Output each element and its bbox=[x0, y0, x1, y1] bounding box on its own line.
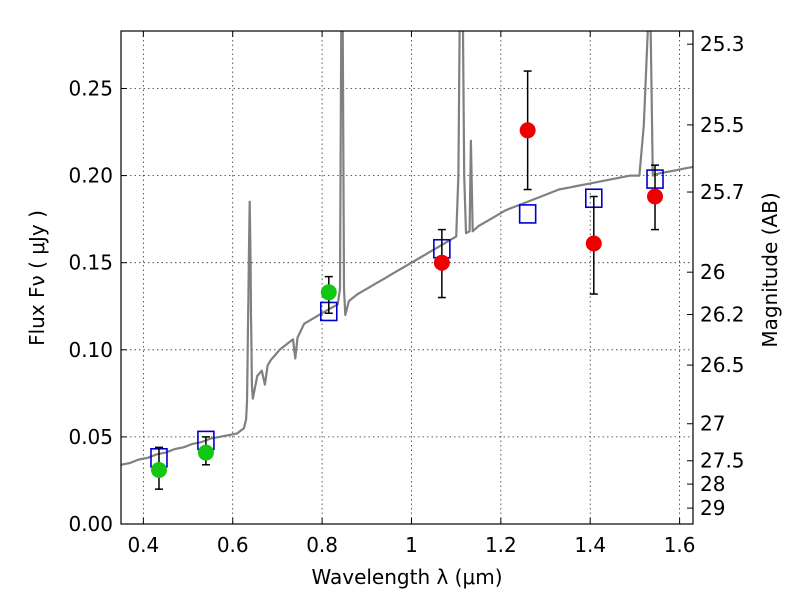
y-tick-label: 0.15 bbox=[68, 251, 113, 275]
ticks: 0.4 0.6 0.8 1 1.2 1.4 1.6 0.00 0.05 0.10 0.15 0.20 0… bbox=[68, 31, 745, 557]
x-tick-label: 1.2 bbox=[485, 533, 517, 557]
observed-flux-point bbox=[519, 122, 536, 139]
model-flux-square bbox=[518, 204, 537, 224]
model-spectrum-line bbox=[121, 31, 693, 466]
y-tick-label-right: 28 bbox=[700, 472, 725, 496]
x-tick-label: 0.6 bbox=[217, 533, 249, 557]
plot-area bbox=[121, 31, 693, 490]
y-tick-label-right: 26.2 bbox=[700, 303, 745, 327]
x-tick-label: 1.4 bbox=[574, 533, 606, 557]
observed-flux-point bbox=[647, 188, 664, 205]
y-tick-label-right: 25.7 bbox=[700, 180, 745, 204]
y-tick-label-right: 25.3 bbox=[700, 32, 745, 56]
y-axis-label: Flux Fν ( μJy ) bbox=[25, 210, 49, 346]
x-tick-label: 0.4 bbox=[127, 533, 159, 557]
x-tick-label: 1 bbox=[405, 533, 418, 557]
y-tick-label-right: 25.5 bbox=[700, 113, 745, 137]
observed-flux-point bbox=[197, 444, 214, 461]
y-tick-label-right: 27 bbox=[700, 412, 725, 436]
observed-flux-point bbox=[150, 461, 167, 478]
y-tick-label: 0.05 bbox=[68, 425, 113, 449]
y-axis-label-right: Magnitude (AB) bbox=[758, 192, 782, 347]
y-tick-label: 0.00 bbox=[68, 512, 113, 536]
observed-flux-point bbox=[585, 235, 602, 252]
x-axis-label: Wavelength λ (μm) bbox=[311, 565, 502, 589]
y-tick-label: 0.20 bbox=[68, 164, 113, 188]
y-tick-label-right: 27.5 bbox=[700, 449, 745, 473]
plot-frame bbox=[120, 30, 694, 525]
y-tick-label-right: 26 bbox=[700, 260, 725, 284]
y-tick-label: 0.25 bbox=[68, 76, 113, 100]
x-tick-label: 0.8 bbox=[306, 533, 338, 557]
y-tick-label-right: 26.5 bbox=[700, 353, 745, 377]
y-tick-label: 0.10 bbox=[68, 338, 113, 362]
y-tick-label-right: 29 bbox=[700, 496, 725, 520]
observed-flux-point bbox=[433, 254, 450, 271]
observed-flux-point bbox=[320, 284, 337, 301]
x-tick-label: 1.6 bbox=[664, 533, 696, 557]
